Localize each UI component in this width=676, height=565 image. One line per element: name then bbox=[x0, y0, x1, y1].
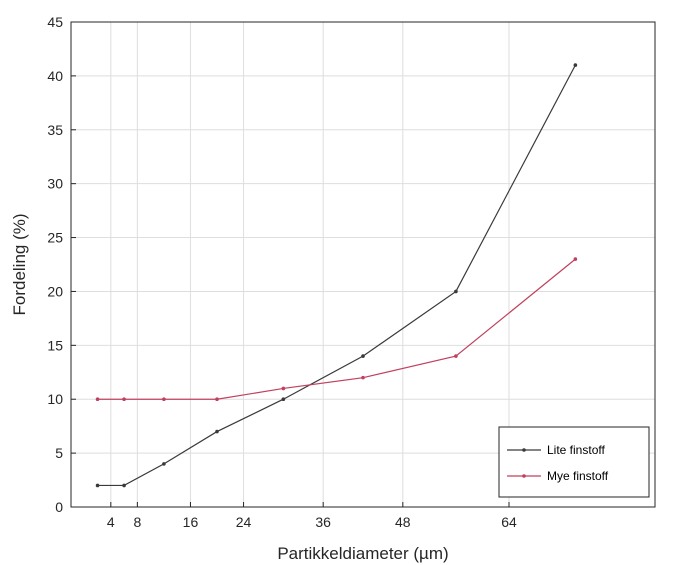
legend-box bbox=[498, 426, 650, 498]
data-point bbox=[95, 397, 100, 402]
y-tick-label: 5 bbox=[55, 445, 63, 461]
y-axis-label: Fordeling (%) bbox=[10, 213, 29, 315]
data-point bbox=[162, 462, 166, 466]
y-axis-ticks: 0 5 10 15 20 25 30 35 40 45 bbox=[47, 14, 76, 515]
series-line-2 bbox=[97, 258, 576, 400]
data-point bbox=[573, 257, 578, 261]
y-tick-label: 40 bbox=[47, 68, 63, 84]
y-tick-label: 20 bbox=[47, 283, 63, 299]
legend-label: Lite finstoff bbox=[547, 443, 605, 457]
x-tick-label: 24 bbox=[236, 514, 252, 530]
y-tick-label: 30 bbox=[47, 176, 63, 192]
data-point bbox=[281, 386, 286, 391]
x-axis-ticks: 4 8 16 24 36 48 64 bbox=[107, 502, 517, 530]
data-point bbox=[95, 483, 100, 488]
legend-marker bbox=[522, 474, 526, 478]
plot-area-border bbox=[70, 21, 656, 508]
data-point bbox=[122, 483, 126, 488]
x-tick-label: 36 bbox=[315, 514, 331, 530]
legend-marker bbox=[522, 448, 526, 452]
series-line-1 bbox=[97, 64, 576, 487]
x-tick-label: 16 bbox=[183, 514, 199, 530]
y-tick-label: 35 bbox=[47, 122, 63, 138]
y-tick-label: 25 bbox=[47, 230, 63, 246]
data-point bbox=[215, 429, 219, 434]
x-tick-label: 48 bbox=[395, 514, 411, 530]
legend-label: Mye finstoff bbox=[547, 469, 609, 483]
y-tick-label: 0 bbox=[55, 499, 63, 515]
x-axis-label: Partikkeldiameter (µm) bbox=[277, 544, 448, 563]
y-tick-label: 10 bbox=[47, 391, 63, 407]
data-point bbox=[573, 63, 578, 67]
y-tick-label: 15 bbox=[47, 337, 63, 353]
data-point bbox=[281, 397, 286, 402]
data-point bbox=[215, 397, 219, 402]
x-tick-label: 4 bbox=[107, 514, 115, 530]
data-point bbox=[454, 289, 458, 294]
x-tick-label: 8 bbox=[133, 514, 141, 530]
data-point bbox=[361, 375, 365, 380]
legend: Lite finstoff Mye finstoff bbox=[498, 426, 650, 498]
y-tick-label: 45 bbox=[47, 14, 63, 30]
data-point bbox=[361, 354, 365, 358]
x-tick-label: 64 bbox=[501, 514, 517, 530]
series-lines bbox=[95, 63, 578, 488]
data-point bbox=[454, 354, 458, 358]
data-point bbox=[122, 397, 126, 402]
data-point bbox=[162, 397, 166, 402]
